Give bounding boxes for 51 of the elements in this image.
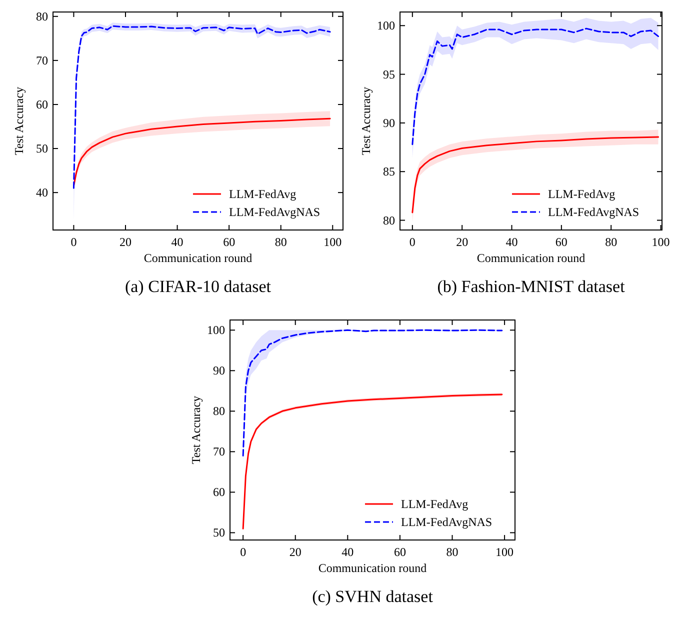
x-tick-label: 20 xyxy=(456,235,468,249)
x-tick-label: 0 xyxy=(240,545,246,559)
y-axis-title: Test Accuracy xyxy=(359,86,373,156)
line-series xyxy=(72,25,331,189)
x-axis-title: Communication round xyxy=(476,251,586,265)
legend-label: LLM-FedAvgNAS xyxy=(548,205,640,219)
y-tick-label: 80 xyxy=(383,213,395,228)
y-tick-label: 100 xyxy=(207,323,225,338)
text: (c) SVHN dataset xyxy=(312,587,434,606)
y-tick-label: 90 xyxy=(383,116,395,130)
x-tick-label: 40 xyxy=(506,235,518,249)
y-tick-label: 70 xyxy=(36,53,48,68)
legend-label: LLM-FedAvgNAS xyxy=(229,205,320,219)
y-tick-label: 95 xyxy=(383,67,395,82)
text: (a) CIFAR-10 dataset xyxy=(124,277,272,296)
y-tick-label: 85 xyxy=(383,164,395,179)
x-tick-label: 0 xyxy=(70,235,77,249)
y-tick-label: 40 xyxy=(36,186,48,200)
x-tick-label: 80 xyxy=(274,235,287,249)
y-tick-label: 50 xyxy=(36,142,48,156)
x-tick-label: 60 xyxy=(394,545,406,559)
x-axis-title: Communication round xyxy=(144,251,252,265)
y-tick-label: 80 xyxy=(36,9,48,24)
x-tick-label: 100 xyxy=(324,235,342,249)
y-tick-label: 100 xyxy=(377,18,395,33)
x-tick-label: 20 xyxy=(289,545,302,559)
legend-label: LLM-FedAvg xyxy=(229,187,296,201)
y-tick-label: 60 xyxy=(213,485,225,500)
y-tick-label: 60 xyxy=(36,97,48,112)
x-tick-label: 100 xyxy=(652,235,670,249)
text: (b) Fashion-MNIST dataset xyxy=(437,277,626,296)
line-series xyxy=(412,28,660,146)
x-tick-label: 0 xyxy=(409,235,416,249)
y-tick-label: 80 xyxy=(213,404,225,418)
y-tick-label: 70 xyxy=(213,444,225,459)
legend-label: LLM-FedAvg xyxy=(548,187,616,201)
legend-label: LLM-FedAvgNAS xyxy=(401,515,492,529)
x-tick-label: 80 xyxy=(605,235,618,249)
legend-label: LLM-FedAvg xyxy=(401,497,468,511)
y-axis-title: Test Accuracy xyxy=(12,86,26,156)
x-axis-title: Communication round xyxy=(318,561,427,575)
y-tick-label: 50 xyxy=(213,526,225,540)
x-tick-label: 80 xyxy=(446,545,458,559)
x-tick-label: 60 xyxy=(555,235,568,249)
y-tick-label: 90 xyxy=(213,364,225,378)
x-tick-label: 20 xyxy=(120,235,132,249)
x-tick-label: 100 xyxy=(496,545,514,559)
y-axis-title: Test Accuracy xyxy=(189,396,203,464)
x-tick-label: 40 xyxy=(171,235,184,249)
x-tick-label: 40 xyxy=(342,545,354,559)
x-tick-label: 60 xyxy=(223,235,236,249)
